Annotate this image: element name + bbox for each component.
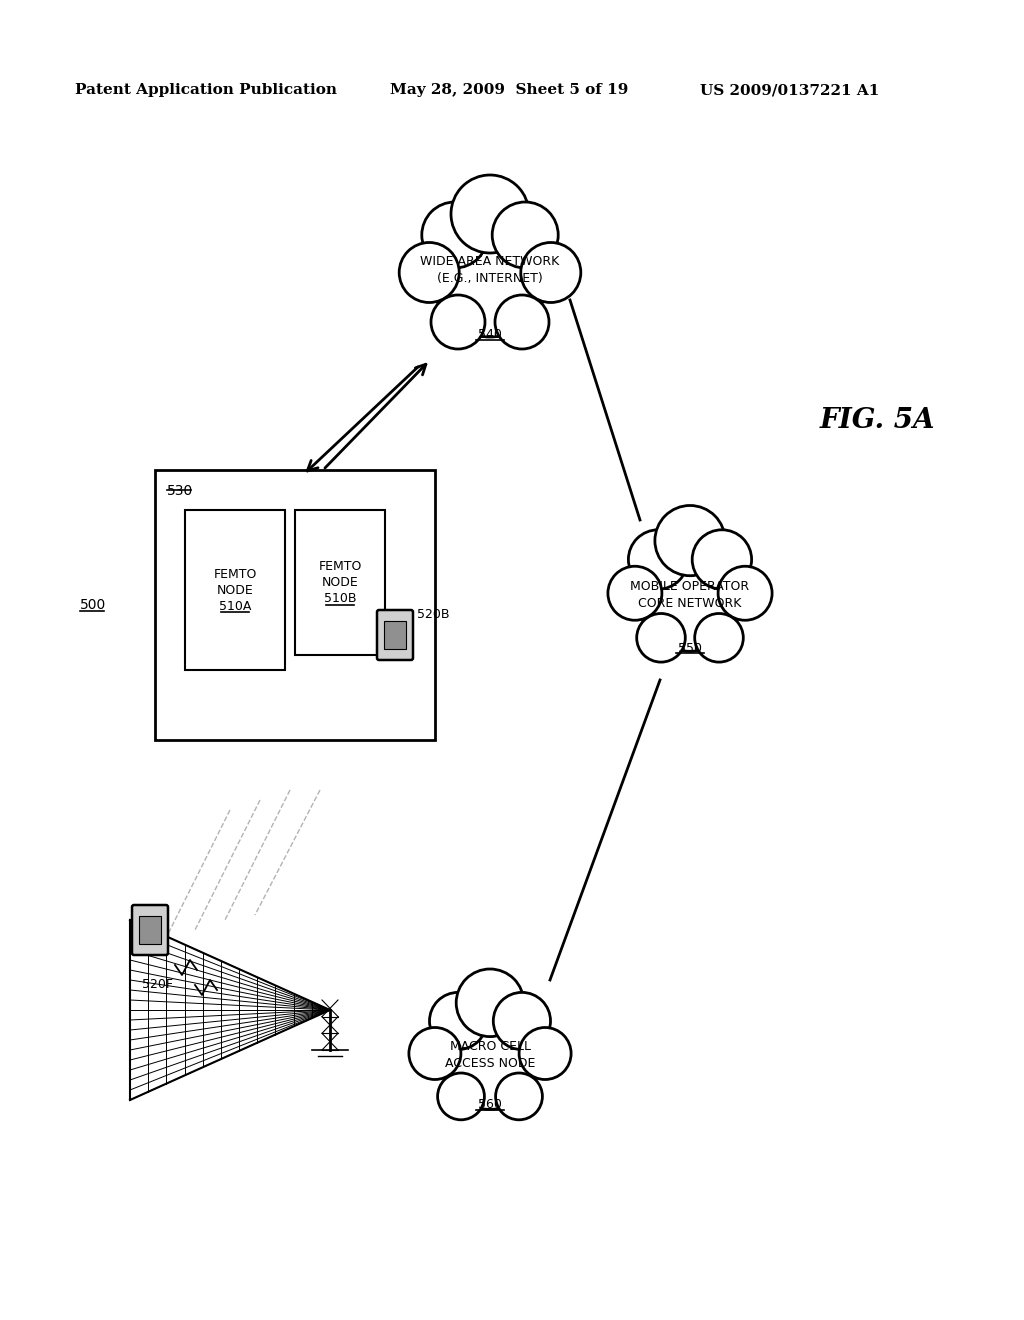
Text: US 2009/0137221 A1: US 2009/0137221 A1 (700, 83, 880, 96)
Circle shape (437, 1073, 484, 1119)
Circle shape (496, 1073, 543, 1119)
Circle shape (521, 243, 581, 302)
Text: WIDE AREA NETWORK
(E.G., INTERNET): WIDE AREA NETWORK (E.G., INTERNET) (421, 255, 560, 285)
Circle shape (496, 1073, 543, 1119)
Text: FEMTO
NODE
510B: FEMTO NODE 510B (318, 560, 361, 605)
Text: May 28, 2009  Sheet 5 of 19: May 28, 2009 Sheet 5 of 19 (390, 83, 629, 96)
Circle shape (399, 243, 459, 302)
Circle shape (399, 243, 459, 302)
Circle shape (718, 566, 772, 620)
Circle shape (639, 549, 741, 651)
Text: 520B: 520B (417, 609, 450, 622)
Circle shape (495, 294, 549, 348)
Bar (185, 510, 285, 671)
Text: FIG. 5A: FIG. 5A (820, 407, 936, 433)
Circle shape (494, 993, 551, 1049)
Circle shape (451, 176, 529, 253)
Bar (384, 620, 406, 649)
Circle shape (431, 294, 485, 348)
Circle shape (493, 202, 558, 268)
Circle shape (422, 202, 487, 268)
Circle shape (629, 529, 688, 589)
Circle shape (692, 529, 752, 589)
Circle shape (637, 614, 685, 663)
Circle shape (431, 294, 485, 348)
Circle shape (694, 614, 743, 663)
FancyBboxPatch shape (132, 906, 168, 954)
Circle shape (692, 529, 752, 589)
Circle shape (429, 993, 486, 1049)
Circle shape (422, 202, 487, 268)
Circle shape (494, 993, 551, 1049)
Circle shape (694, 614, 743, 663)
Bar (155, 470, 435, 741)
Circle shape (629, 529, 688, 589)
Circle shape (409, 1027, 461, 1080)
Circle shape (655, 506, 725, 576)
Circle shape (437, 1073, 484, 1119)
Text: 530: 530 (167, 484, 194, 498)
Circle shape (457, 969, 524, 1036)
Circle shape (608, 566, 662, 620)
Text: Patent Application Publication: Patent Application Publication (75, 83, 337, 96)
Text: MACRO CELL
ACCESS NODE: MACRO CELL ACCESS NODE (444, 1040, 536, 1071)
Text: 560: 560 (478, 1098, 502, 1111)
Circle shape (440, 1011, 540, 1109)
Circle shape (457, 969, 524, 1036)
Text: 500: 500 (80, 598, 106, 612)
Circle shape (433, 223, 547, 337)
Text: 550: 550 (678, 642, 702, 655)
Text: 520F: 520F (142, 978, 173, 991)
Circle shape (639, 549, 741, 651)
Circle shape (519, 1027, 571, 1080)
Circle shape (433, 223, 547, 337)
Text: MOBILE OPERATOR
CORE NETWORK: MOBILE OPERATOR CORE NETWORK (631, 579, 750, 610)
Text: FEMTO
NODE
510A: FEMTO NODE 510A (213, 568, 257, 612)
Circle shape (495, 294, 549, 348)
Bar (295, 510, 385, 655)
Circle shape (718, 566, 772, 620)
Circle shape (519, 1027, 571, 1080)
Circle shape (440, 1011, 540, 1109)
Bar (139, 916, 161, 944)
Circle shape (521, 243, 581, 302)
Text: 540: 540 (478, 329, 502, 342)
Circle shape (608, 566, 662, 620)
Circle shape (493, 202, 558, 268)
Circle shape (655, 506, 725, 576)
Circle shape (451, 176, 529, 253)
Circle shape (637, 614, 685, 663)
FancyBboxPatch shape (377, 610, 413, 660)
Circle shape (409, 1027, 461, 1080)
Circle shape (429, 993, 486, 1049)
